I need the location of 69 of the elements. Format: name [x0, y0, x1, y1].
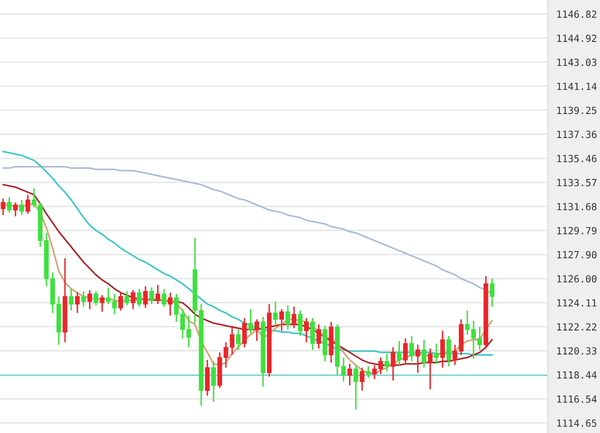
candlestick: [310, 317, 315, 351]
candlestick: [242, 317, 247, 348]
candlestick: [174, 293, 179, 323]
y-tick-label: 1120.33: [557, 347, 596, 355]
y-tick-label: 1137.36: [557, 130, 596, 138]
candlestick: [490, 278, 494, 308]
candlestick: [162, 288, 166, 308]
y-tick-label: 1127.90: [557, 251, 596, 258]
candlestick: [273, 300, 278, 326]
candlestick: [87, 289, 92, 310]
candlestick: [396, 340, 402, 366]
candlestick: [100, 294, 104, 312]
candlestick: [0, 198, 6, 216]
candlestick: [360, 366, 364, 392]
candlestick: [68, 288, 74, 312]
candlestick: [403, 338, 408, 365]
candlestick: [136, 288, 142, 308]
candlestick: [205, 359, 210, 396]
candlestick: [81, 290, 86, 308]
candlestick: [149, 286, 154, 305]
candlestick: [428, 348, 433, 390]
y-tick-label: 1141.14: [557, 82, 597, 90]
candlestick: [94, 290, 98, 306]
y-tick-label: 1144.92: [557, 34, 596, 42]
candlestick: [26, 194, 30, 215]
y-tick-label: 1116.54: [557, 395, 597, 403]
candlestick: [440, 330, 445, 368]
candlestick: [292, 306, 296, 329]
candlestick: [248, 308, 254, 334]
candlestick: [298, 310, 303, 337]
y-tick-label: 1146.82: [557, 10, 596, 18]
y-tick-label: 1143.03: [557, 58, 596, 66]
y-tick-label: 1139.25: [557, 106, 596, 114]
candlestick: [168, 292, 173, 316]
y-tick-label: 1135.46: [557, 154, 596, 162]
candlestick: [347, 363, 352, 386]
candlestick: [143, 286, 148, 309]
candlestick: [446, 335, 452, 368]
candlestick: [156, 284, 160, 305]
y-tick-label: 1131.68: [557, 202, 596, 210]
candlestick: [285, 304, 290, 330]
candlestick: [6, 196, 12, 214]
candlestick: [118, 292, 124, 312]
candlestick: [124, 290, 130, 306]
candlestick: [236, 328, 241, 351]
candlestick: [384, 352, 390, 372]
candlestick: [415, 344, 420, 374]
y-tick-label: 1122.22: [557, 323, 596, 330]
candlestick: [130, 289, 136, 310]
candlestick: [422, 338, 426, 368]
candlestick: [434, 342, 439, 365]
candlestick: [211, 360, 216, 403]
y-tick-label: 1118.44: [557, 371, 597, 379]
candlestick: [254, 318, 260, 342]
candlestick: [366, 366, 371, 379]
y-tick-label: 1114.65: [557, 419, 596, 427]
candlestick: [279, 308, 284, 332]
candlestick: [409, 335, 414, 362]
candlestick: [390, 346, 396, 382]
candlestick: [316, 324, 322, 350]
y-tick-label: 1124.11: [557, 299, 596, 306]
candlestick: [75, 292, 80, 314]
candlestick: [304, 317, 309, 343]
candlestick: [19, 199, 24, 216]
candlestick: [13, 202, 18, 218]
y-tick-label: 1133.57: [557, 178, 596, 186]
candlestick: [354, 364, 358, 410]
y-tick-label: 1126.00: [557, 275, 596, 283]
y-tick-label: 1129.79: [557, 226, 596, 234]
